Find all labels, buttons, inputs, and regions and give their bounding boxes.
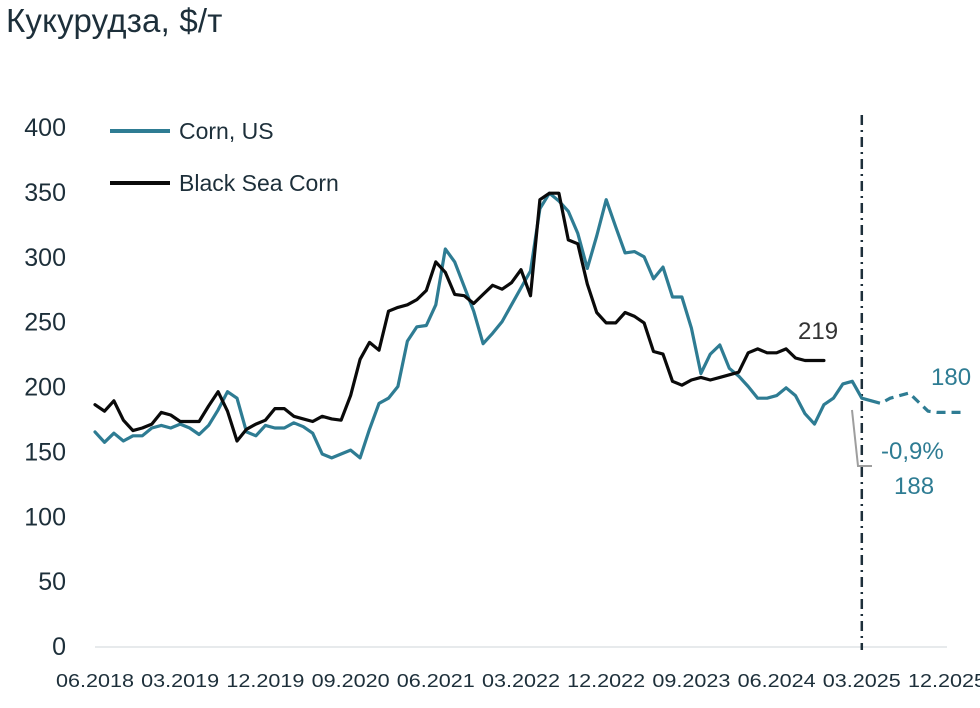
x-tick-label: 06.2018 [56, 671, 134, 691]
y-tick-label: 250 [24, 309, 66, 337]
x-tick-label: 12.2025 [908, 671, 980, 691]
x-tick-label: 12.2022 [567, 671, 645, 691]
y-tick-label: 50 [38, 568, 66, 596]
y-tick-label: 150 [24, 438, 66, 466]
series-line-black-sea-corn [93, 191, 826, 443]
x-tick-label: 03.2022 [482, 671, 560, 691]
annotation-connector [851, 409, 872, 467]
data-label-black-sea-last: 219 [798, 318, 838, 345]
y-tick-label: 200 [24, 374, 66, 402]
x-tick-label: 09.2020 [312, 671, 390, 691]
y-tick-label: 0 [52, 633, 66, 661]
chart-title: Кукурудза, $/т [6, 2, 223, 39]
y-tick-label: 350 [24, 179, 66, 207]
x-tick-label: 06.2024 [738, 671, 816, 691]
legend-label-corn-us: Corn, US [179, 118, 274, 144]
x-tick-label: 06.2021 [397, 671, 475, 691]
x-tick-label: 12.2019 [226, 671, 304, 691]
legend-label-black-sea-corn: Black Sea Corn [179, 170, 339, 196]
x-tick-label: 03.2019 [141, 671, 219, 691]
y-tick-label: 400 [24, 114, 66, 142]
x-tick-label: 03.2025 [823, 671, 901, 691]
series-line-corn-us-forecast [870, 391, 966, 414]
data-label-us-forecast-end: 180 [931, 364, 971, 391]
y-tick-label: 100 [24, 503, 66, 531]
series-line-corn-us [93, 191, 873, 460]
x-tick-label: 09.2023 [652, 671, 730, 691]
data-label-us-change: -0,9% [881, 438, 944, 465]
data-label-us-current: 188 [894, 473, 934, 500]
y-tick-label: 300 [24, 244, 66, 272]
